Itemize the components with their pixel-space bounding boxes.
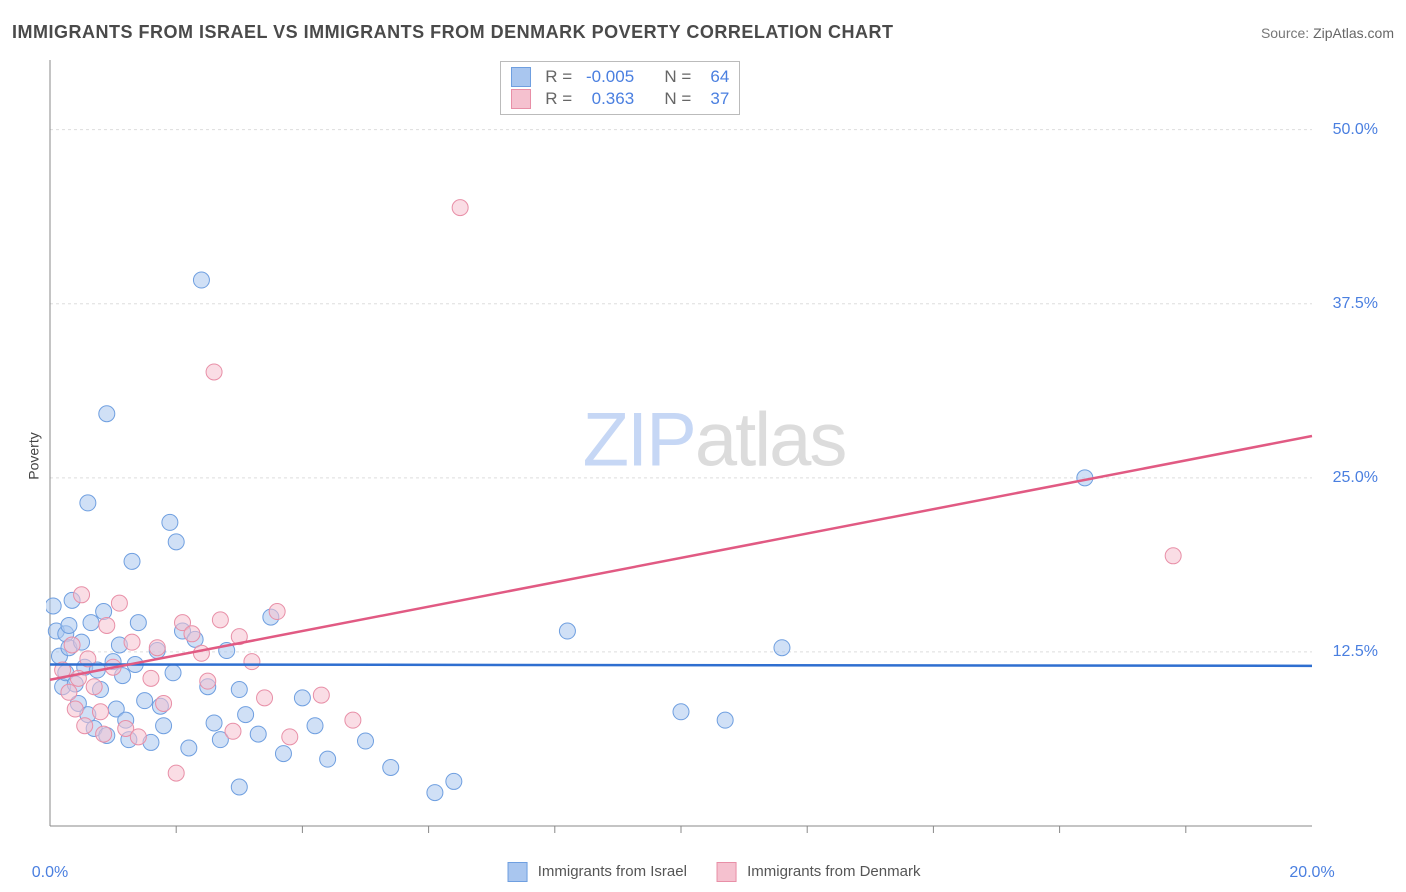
- source-value: ZipAtlas.com: [1313, 25, 1394, 41]
- chart-title: IMMIGRANTS FROM ISRAEL VS IMMIGRANTS FRO…: [12, 22, 894, 43]
- source-attribution: Source: ZipAtlas.com: [1261, 25, 1394, 41]
- y-axis-label: Poverty: [26, 432, 42, 479]
- legend-stat-row: R =0.363 N =37: [511, 88, 729, 110]
- y-tick-label: 25.0%: [1318, 469, 1378, 487]
- legend-stat-row: R =-0.005 N =64: [511, 66, 729, 88]
- y-tick-label: 12.5%: [1318, 643, 1378, 661]
- legend-swatch: [511, 67, 531, 87]
- swatch-israel: [508, 862, 528, 882]
- x-tick-label: 0.0%: [32, 864, 68, 882]
- series-legend: Immigrants from Israel Immigrants from D…: [508, 862, 921, 882]
- scatter-svg: [46, 56, 1382, 856]
- swatch-denmark: [717, 862, 737, 882]
- plot-area: Poverty ZIPatlas R =-0.005 N =64R =0.363…: [46, 56, 1382, 856]
- legend-swatch: [511, 89, 531, 109]
- legend-label-denmark: Immigrants from Denmark: [747, 863, 920, 880]
- chart-header: IMMIGRANTS FROM ISRAEL VS IMMIGRANTS FRO…: [12, 22, 1394, 43]
- y-tick-label: 37.5%: [1318, 295, 1378, 313]
- source-label: Source:: [1261, 25, 1309, 41]
- legend-item-israel: Immigrants from Israel: [508, 862, 687, 882]
- correlation-legend: R =-0.005 N =64R =0.363 N =37: [500, 61, 740, 115]
- x-tick-label: 20.0%: [1289, 864, 1334, 882]
- y-tick-label: 50.0%: [1318, 121, 1378, 139]
- legend-label-israel: Immigrants from Israel: [538, 863, 687, 880]
- legend-item-denmark: Immigrants from Denmark: [717, 862, 921, 882]
